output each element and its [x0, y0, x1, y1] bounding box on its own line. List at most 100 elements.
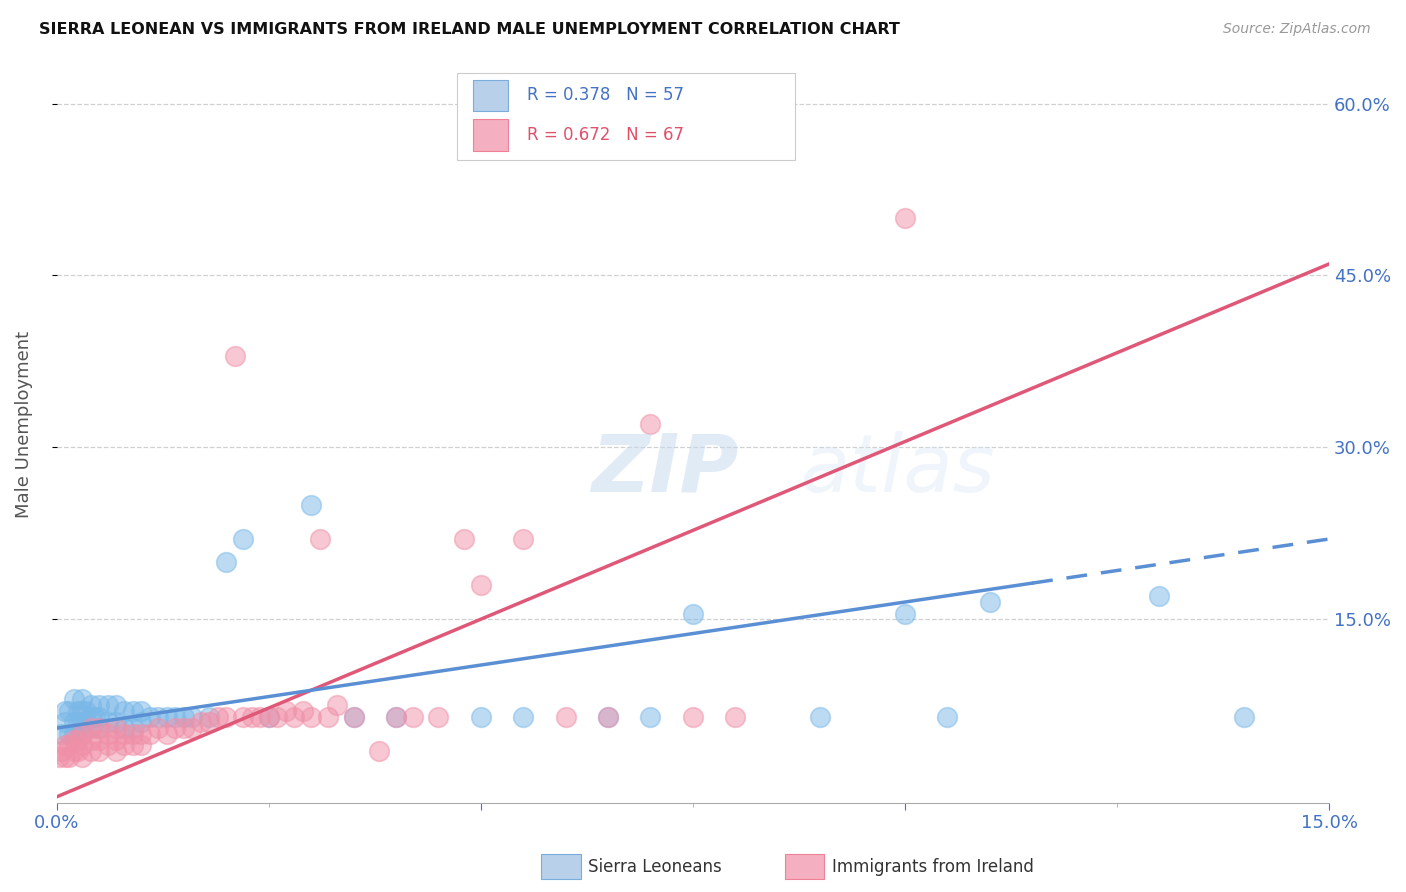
Point — [104, 698, 127, 713]
Point — [139, 709, 162, 723]
Point — [58, 704, 80, 718]
Point — [215, 555, 238, 569]
Point — [198, 709, 221, 723]
Point — [122, 727, 145, 741]
Point — [299, 498, 322, 512]
Point — [96, 715, 118, 730]
Point — [96, 698, 118, 713]
Point — [181, 709, 204, 723]
Point — [104, 715, 127, 730]
Point — [66, 704, 89, 718]
Point — [96, 739, 118, 753]
Point — [215, 709, 238, 723]
Point — [299, 709, 322, 723]
Point — [131, 704, 153, 718]
Point — [1149, 590, 1171, 604]
Point — [87, 721, 110, 735]
Point — [53, 739, 76, 753]
Point — [148, 709, 170, 723]
Point — [114, 721, 136, 735]
Point — [87, 709, 110, 723]
Point — [1233, 709, 1256, 723]
Point — [724, 709, 747, 723]
Bar — [472, 119, 509, 151]
Point — [96, 727, 118, 741]
Point — [48, 749, 70, 764]
Point — [453, 532, 475, 546]
Text: Immigrants from Ireland: Immigrants from Ireland — [832, 858, 1035, 876]
Y-axis label: Male Unemployment: Male Unemployment — [15, 331, 32, 518]
Point — [402, 709, 425, 723]
Point — [87, 721, 110, 735]
Point — [512, 709, 534, 723]
Point — [224, 349, 246, 363]
Point — [79, 721, 101, 735]
Point — [308, 532, 330, 546]
Point — [640, 417, 662, 432]
Point — [190, 715, 212, 730]
Point — [257, 709, 280, 723]
Point — [70, 715, 93, 730]
Point — [385, 709, 408, 723]
Point — [274, 704, 297, 718]
Point — [70, 727, 93, 741]
Point — [198, 715, 221, 730]
Point — [58, 739, 80, 753]
Point — [342, 709, 364, 723]
Point — [87, 732, 110, 747]
Point — [808, 709, 831, 723]
Point — [512, 532, 534, 546]
Point — [122, 704, 145, 718]
Point — [979, 595, 1001, 609]
Point — [79, 709, 101, 723]
Point — [83, 709, 105, 723]
Point — [122, 721, 145, 735]
Point — [53, 715, 76, 730]
FancyBboxPatch shape — [457, 72, 794, 160]
Point — [70, 749, 93, 764]
Point — [240, 709, 263, 723]
Point — [131, 739, 153, 753]
Point — [207, 709, 229, 723]
Point — [470, 709, 492, 723]
Point — [70, 727, 93, 741]
Point — [66, 715, 89, 730]
Point — [114, 739, 136, 753]
Point — [283, 709, 305, 723]
Point — [79, 721, 101, 735]
Text: SIERRA LEONEAN VS IMMIGRANTS FROM IRELAND MALE UNEMPLOYMENT CORRELATION CHART: SIERRA LEONEAN VS IMMIGRANTS FROM IRELAN… — [39, 22, 900, 37]
Point — [104, 721, 127, 735]
Point — [49, 727, 72, 741]
Point — [156, 709, 179, 723]
Point — [165, 721, 187, 735]
Point — [53, 749, 76, 764]
Point — [79, 732, 101, 747]
Point — [173, 709, 195, 723]
Point — [291, 704, 314, 718]
Point — [58, 727, 80, 741]
Point — [368, 744, 391, 758]
Point — [114, 704, 136, 718]
Point — [66, 744, 89, 758]
Point — [75, 704, 97, 718]
Point — [79, 698, 101, 713]
Text: R = 0.378   N = 57: R = 0.378 N = 57 — [527, 87, 685, 104]
Point — [173, 721, 195, 735]
Point — [62, 692, 84, 706]
Point — [249, 709, 271, 723]
Point — [70, 704, 93, 718]
Point — [53, 704, 76, 718]
Point — [122, 739, 145, 753]
Point — [266, 709, 288, 723]
Point — [470, 578, 492, 592]
Point — [79, 744, 101, 758]
Point — [325, 698, 347, 713]
Point — [62, 732, 84, 747]
Text: atlas: atlas — [801, 431, 995, 508]
Point — [894, 607, 917, 621]
Point — [427, 709, 450, 723]
Point — [62, 715, 84, 730]
Point — [104, 732, 127, 747]
Point — [62, 744, 84, 758]
Point — [156, 727, 179, 741]
